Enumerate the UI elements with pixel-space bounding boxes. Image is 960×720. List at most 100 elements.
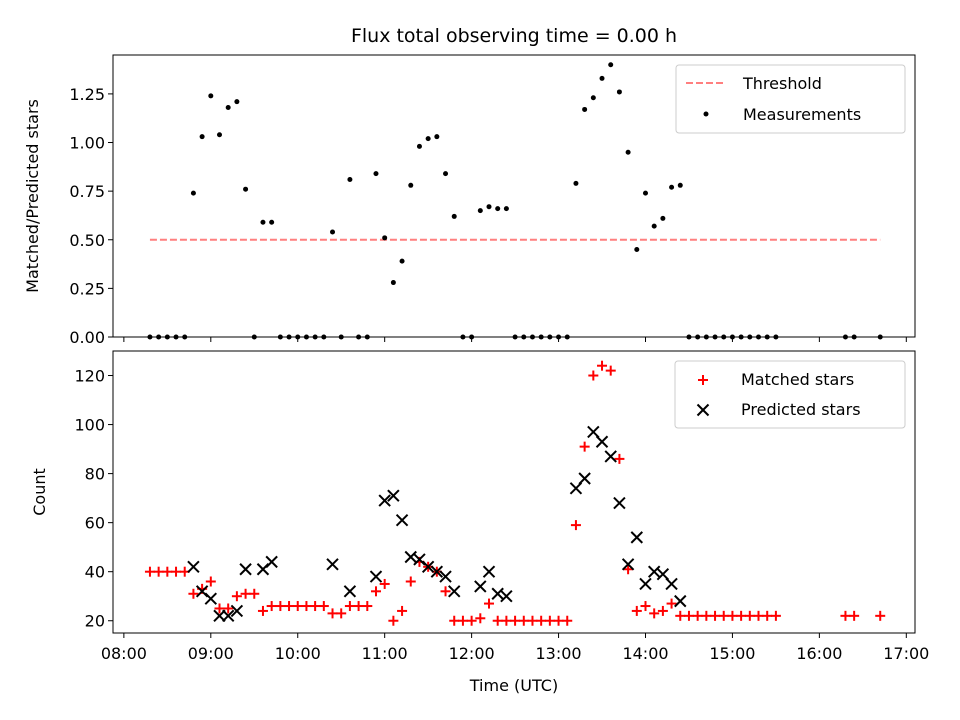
matched-star-point [292, 601, 303, 612]
matched-star-point [640, 601, 651, 612]
measurement-point [695, 334, 701, 340]
measurement-point [190, 190, 196, 196]
predicted-star-point [230, 604, 244, 618]
measurement-point [512, 334, 518, 340]
matched-star-point [710, 610, 721, 621]
matched-star-point [570, 520, 581, 531]
matched-star-point [266, 601, 277, 612]
measurement-point [773, 334, 779, 340]
matched-star-point [336, 608, 347, 619]
measurement-point [460, 334, 466, 340]
matched-star-point [544, 615, 555, 626]
measurement-point [851, 334, 857, 340]
measurement-point [756, 334, 762, 340]
measurement-point [243, 186, 249, 192]
measurement-point [642, 190, 648, 196]
predicted-star-point [221, 609, 235, 623]
matched-star-point [240, 588, 251, 599]
matched-star-point [649, 608, 660, 619]
measurement-point [269, 219, 275, 225]
measurement-point [625, 149, 631, 155]
matched-star-point [683, 610, 694, 621]
measurement-point [443, 171, 449, 177]
measurement-point [425, 136, 431, 142]
matched-star-point [770, 610, 781, 621]
predicted-star-point [665, 577, 678, 591]
measurement-point [590, 95, 596, 101]
measurement-point [495, 206, 501, 212]
top-y-tick-label: 0.50 [69, 231, 105, 250]
measurement-point [364, 334, 370, 340]
matched-star-point [370, 586, 381, 597]
top-chart-title: Flux total observing time = 0.00 h [351, 25, 677, 47]
matched-star-point [562, 615, 573, 626]
predicted-star-point [187, 560, 200, 573]
matched-star-point [171, 566, 182, 577]
measurement-point [660, 215, 666, 221]
measurement-point [260, 219, 266, 225]
legend-measurements-swatch [703, 111, 709, 117]
predicted-star-point [613, 496, 626, 510]
measurement-point [234, 99, 240, 105]
measurement-point [416, 143, 422, 149]
measurement-point [608, 62, 614, 68]
matched-star-point [510, 615, 521, 626]
measurement-point [521, 334, 527, 340]
matched-star-point [275, 601, 286, 612]
predicted-star-point [387, 489, 400, 502]
matched-star-point [527, 615, 538, 626]
measurement-point [451, 213, 457, 219]
measurement-point [547, 334, 553, 340]
matched-star-point [466, 615, 477, 626]
measurement-point [208, 93, 214, 99]
matched-star-point [223, 603, 234, 614]
measurement-point [582, 106, 588, 112]
measurement-point [616, 89, 622, 95]
matched-star-point [692, 610, 703, 621]
predicted-star-point [578, 472, 591, 485]
predicted-star-point [621, 558, 635, 571]
legend-predicted-swatch [696, 403, 710, 417]
measurement-point [390, 280, 396, 286]
predicted-star-point [448, 585, 461, 598]
predicted-star-point [430, 565, 444, 578]
measurement-point [356, 334, 362, 340]
matched-star-point [353, 601, 364, 612]
bottom-x-tick-label: 12:00 [449, 644, 495, 663]
measurement-point [651, 223, 657, 229]
matched-star-point [214, 603, 225, 614]
predicted-star-point [343, 585, 357, 598]
matched-star-point [379, 578, 390, 589]
matched-star-point [205, 576, 216, 587]
matched-star-point [457, 615, 468, 626]
matched-star-point [301, 601, 312, 612]
matched-star-point [701, 610, 712, 621]
measurement-point [538, 334, 544, 340]
measurement-point [634, 246, 640, 252]
predicted-star-point [630, 531, 644, 544]
predicted-star-point [604, 450, 617, 463]
matched-star-point [362, 601, 373, 612]
measurement-point [573, 180, 579, 186]
matched-star-point [484, 598, 495, 609]
predicted-star-point [239, 563, 252, 576]
predicted-star-point [647, 565, 661, 578]
measurement-point [251, 334, 257, 340]
matched-star-point [440, 586, 451, 597]
predicted-star-point [369, 570, 383, 583]
predicted-star-point [674, 594, 687, 608]
measurement-point [199, 134, 205, 140]
predicted-star-point [474, 580, 487, 593]
bottom-x-tick-label: 09:00 [188, 644, 234, 663]
bottom-y-tick-label: 80 [85, 465, 105, 484]
bottom-y-tick-label: 40 [85, 563, 105, 582]
matched-star-point [753, 610, 764, 621]
matched-star-point [257, 605, 268, 616]
measurement-point [312, 334, 318, 340]
measurement-point [225, 105, 231, 111]
measurement-point [564, 334, 570, 340]
matched-star-point [153, 566, 164, 577]
top-plot-area: 0.00 0.25 0.50 0.75 1.00 1.25 [69, 54, 916, 347]
measurement-point [842, 334, 848, 340]
measurement-point [703, 334, 709, 340]
